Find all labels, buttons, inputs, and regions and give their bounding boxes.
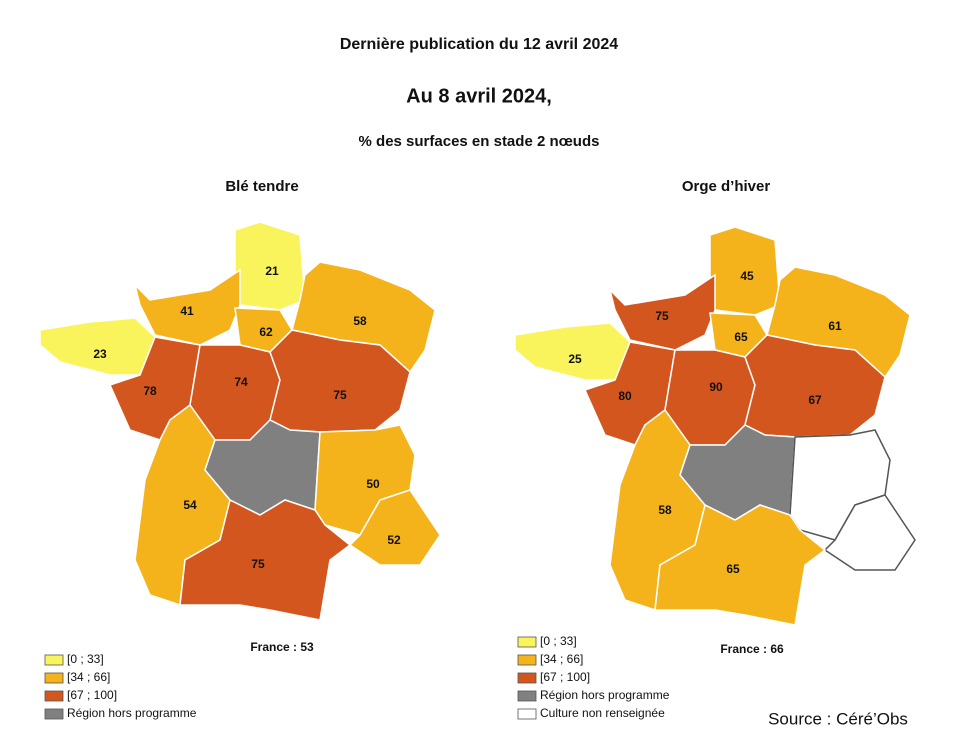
legend-swatch [517,690,537,702]
region-value: 75 [333,388,347,402]
map-title: Orge d’hiver [682,178,771,195]
legend-swatch [44,654,64,666]
legend-label: [0 ; 33] [67,652,104,666]
region-value: 54 [183,498,197,512]
legend-swatch [517,636,537,648]
legend-label: Région hors programme [540,688,670,702]
region-value: 74 [234,375,248,389]
legend-swatch [44,690,64,702]
region-value: 58 [658,503,672,517]
region-value: 45 [740,269,754,283]
map-title: Blé tendre [225,178,298,195]
region-value: 65 [734,330,748,344]
region [133,268,241,346]
region [608,273,716,351]
legend-label: [67 ; 100] [540,670,590,684]
legend-swatch [517,672,537,684]
region-value: 75 [655,309,669,323]
region-value: 41 [180,304,194,318]
region-value: 61 [828,319,842,333]
france-average: France : 66 [720,642,784,656]
region-value: 65 [726,562,740,576]
region [348,489,441,566]
region-value: 52 [387,533,401,547]
subtitle: % des surfaces en stade 2 nœuds [359,133,600,150]
region-value: 67 [808,393,822,407]
region-value: 78 [143,384,157,398]
legend-label: [34 ; 66] [540,652,583,666]
legend-label: [67 ; 100] [67,688,117,702]
region-value: 75 [251,557,265,571]
publication: Dernière publication du 12 avril 2024 [340,36,618,53]
legend-label: [0 ; 33] [540,634,577,648]
date: Au 8 avril 2024, [406,85,552,107]
legend-swatch [517,654,537,666]
region [269,329,411,433]
legend-label: [34 ; 66] [67,670,110,684]
region [766,266,911,379]
region-value: 90 [709,380,723,394]
region-value: 62 [259,325,273,339]
region-value: 21 [265,264,279,278]
region-value: 23 [93,347,107,361]
region-value: 50 [366,477,380,491]
legend-swatch [44,708,64,720]
region-value: 80 [618,389,632,403]
legend-label: Culture non renseignée [540,706,665,720]
region-value: 58 [353,314,367,328]
region [179,498,352,621]
legend-label: Région hors programme [67,706,197,720]
legend-swatch [44,672,64,684]
region [291,261,436,374]
legend-swatch [517,708,537,720]
france-average: France : 53 [250,640,314,654]
region [823,494,916,571]
region [744,334,886,438]
region [654,503,827,626]
source: Source : Céré’Obs [768,709,908,728]
region-value: 25 [568,352,582,366]
